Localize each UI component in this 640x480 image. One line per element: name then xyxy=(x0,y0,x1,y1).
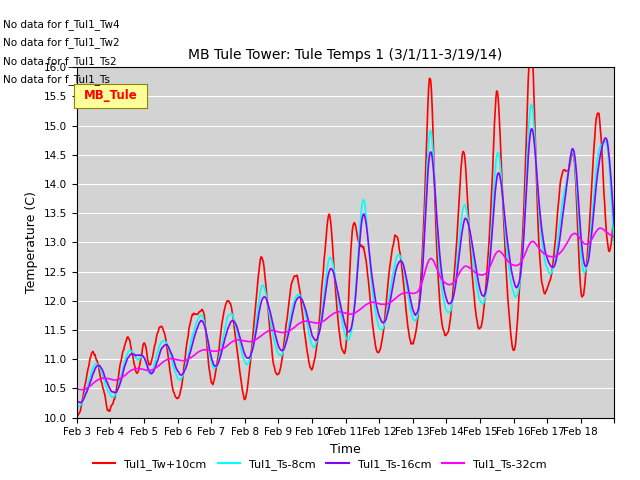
Tul1_Ts-32cm xyxy=(262,329,270,335)
Tul1_Ts-32cm xyxy=(282,329,290,335)
Tul1_Tw+10cm xyxy=(136,361,144,367)
Tul1_Ts-8cm xyxy=(236,339,243,345)
Tul1_Ts-8cm xyxy=(432,199,440,205)
Text: No data for f_Tul1_Ts2: No data for f_Tul1_Ts2 xyxy=(3,56,117,67)
Tul1_Ts-8cm xyxy=(282,336,290,341)
Tul1_Ts-32cm xyxy=(611,234,618,240)
Tul1_Tw+10cm xyxy=(262,277,269,283)
Line: Tul1_Ts-16cm: Tul1_Ts-16cm xyxy=(77,129,614,403)
Tul1_Tw+10cm xyxy=(525,64,532,70)
Tul1_Ts-8cm xyxy=(402,276,410,282)
Text: MB_Tule: MB_Tule xyxy=(84,89,137,103)
Tul1_Ts-32cm xyxy=(236,337,243,343)
Tul1_Ts-32cm xyxy=(78,387,86,393)
Text: No data for f_Tul1_Tw2: No data for f_Tul1_Tw2 xyxy=(3,37,120,48)
Tul1_Ts-16cm xyxy=(73,397,81,403)
Tul1_Ts-32cm xyxy=(137,366,145,372)
Text: No data for f_Tul1_Ts: No data for f_Tul1_Ts xyxy=(3,74,110,85)
Tul1_Ts-32cm xyxy=(73,386,81,392)
Tul1_Ts-16cm xyxy=(236,333,243,338)
Tul1_Tw+10cm xyxy=(282,325,289,331)
Tul1_Tw+10cm xyxy=(431,196,439,202)
Tul1_Ts-16cm xyxy=(611,224,618,229)
Tul1_Ts-16cm xyxy=(76,400,84,406)
Tul1_Ts-16cm xyxy=(528,126,536,132)
Tul1_Ts-8cm xyxy=(137,355,145,360)
Tul1_Tw+10cm xyxy=(401,294,409,300)
Tul1_Ts-32cm xyxy=(402,290,410,296)
Legend: Tul1_Tw+10cm, Tul1_Ts-8cm, Tul1_Ts-16cm, Tul1_Ts-32cm: Tul1_Tw+10cm, Tul1_Ts-8cm, Tul1_Ts-16cm,… xyxy=(89,455,551,474)
Tul1_Ts-8cm xyxy=(611,242,618,248)
Line: Tul1_Ts-8cm: Tul1_Ts-8cm xyxy=(77,105,614,407)
Tul1_Ts-16cm xyxy=(402,271,410,277)
Tul1_Ts-32cm xyxy=(596,225,604,231)
Tul1_Ts-32cm xyxy=(432,263,440,269)
Tul1_Ts-16cm xyxy=(432,198,440,204)
Tul1_Tw+10cm xyxy=(73,414,81,420)
Tul1_Ts-16cm xyxy=(262,295,270,301)
Tul1_Ts-8cm xyxy=(74,404,82,409)
Line: Tul1_Ts-32cm: Tul1_Ts-32cm xyxy=(77,228,614,390)
Tul1_Ts-8cm xyxy=(262,292,270,298)
Tul1_Ts-16cm xyxy=(137,352,145,358)
Tul1_Ts-8cm xyxy=(73,402,81,408)
Tul1_Ts-16cm xyxy=(282,339,290,345)
Title: MB Tule Tower: Tule Temps 1 (3/1/11-3/19/14): MB Tule Tower: Tule Temps 1 (3/1/11-3/19… xyxy=(188,48,503,62)
Line: Tul1_Tw+10cm: Tul1_Tw+10cm xyxy=(77,67,614,417)
Tul1_Ts-8cm xyxy=(528,102,536,108)
Y-axis label: Temperature (C): Temperature (C) xyxy=(25,192,38,293)
Text: No data for f_Tul1_Tw4: No data for f_Tul1_Tw4 xyxy=(3,19,120,30)
Tul1_Tw+10cm xyxy=(235,360,243,365)
X-axis label: Time: Time xyxy=(330,443,361,456)
Tul1_Tw+10cm xyxy=(611,211,618,216)
